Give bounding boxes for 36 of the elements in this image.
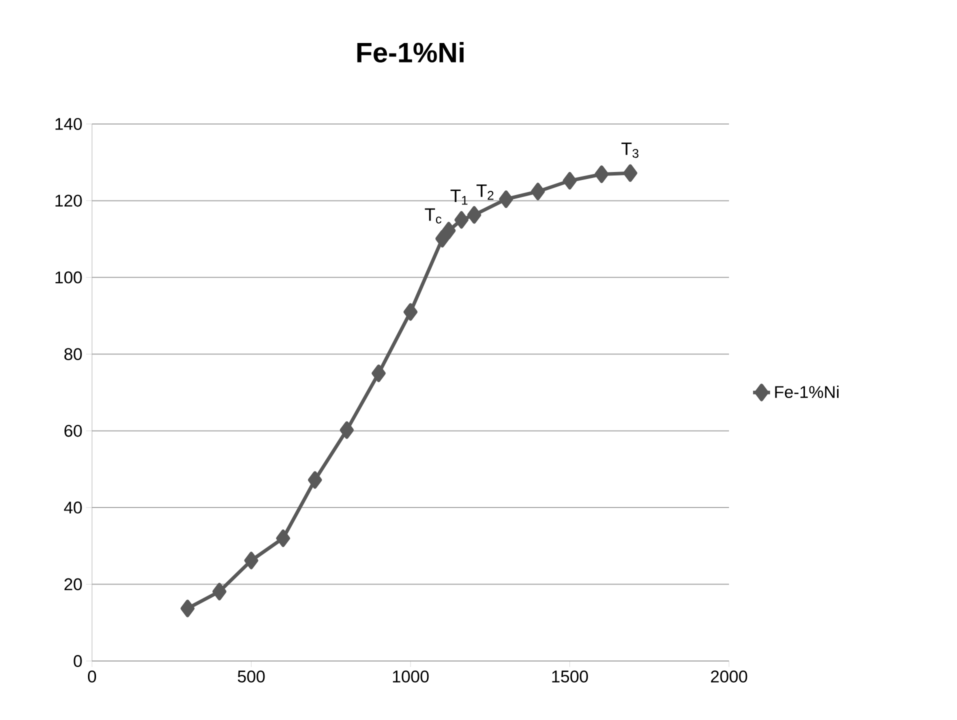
point: [454, 211, 468, 229]
point: [212, 582, 226, 600]
y-tick-label: 40: [64, 502, 82, 514]
legend-label: Fe-1%Ni: [775, 386, 839, 398]
chart-title: Fe-1%Ni: [357, 42, 464, 62]
point: [244, 552, 258, 570]
point: [340, 421, 354, 439]
x-tick-label: 2000: [711, 670, 748, 682]
annotation: T$_{1}$: [450, 190, 468, 205]
y-tick-label: 60: [64, 424, 82, 437]
y-tick-label: 120: [56, 194, 82, 207]
point: [308, 471, 322, 489]
y-tick-label: 140: [56, 118, 82, 130]
point: [623, 164, 638, 182]
y-tick-label: 0: [74, 654, 82, 667]
point: [372, 364, 386, 382]
annotation: T$_{3}$: [621, 142, 638, 158]
point: [562, 172, 577, 190]
point: [442, 222, 456, 240]
y-tick-label: 100: [56, 271, 82, 284]
annotation: T$_{c}$: [424, 208, 442, 224]
point: [435, 230, 450, 248]
point: [530, 182, 545, 200]
y-tick-label: 20: [64, 578, 82, 590]
y-tick-label: 80: [64, 348, 82, 360]
x-tick-label: 1500: [552, 670, 588, 682]
x-tick-label: 0: [88, 670, 96, 682]
point: [404, 303, 418, 321]
point: [467, 206, 482, 224]
point: [594, 165, 609, 183]
point: [180, 600, 195, 618]
annotation: T$_{2}$: [476, 184, 494, 200]
x-tick-label: 500: [238, 670, 265, 682]
point: [276, 529, 290, 547]
x-tick-label: 1000: [392, 670, 429, 682]
point: [499, 190, 514, 208]
